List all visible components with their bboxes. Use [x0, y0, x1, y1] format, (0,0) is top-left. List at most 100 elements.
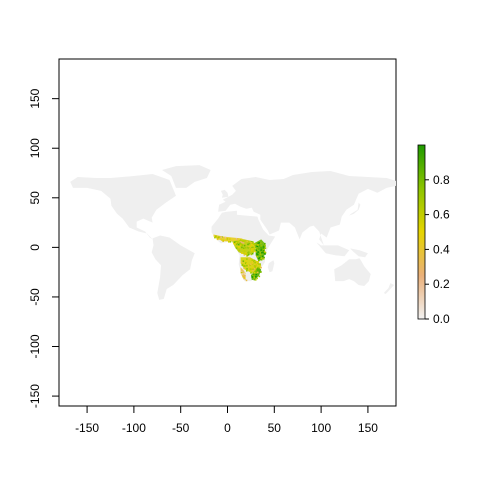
raster-cell	[257, 261, 260, 263]
raster-cell	[250, 253, 253, 256]
raster-cell	[255, 249, 258, 251]
raster-cell	[250, 241, 252, 244]
raster-cell	[255, 261, 258, 263]
raster-cell	[261, 248, 264, 251]
raster-cell	[246, 264, 248, 267]
x-tick-label: -50	[172, 421, 190, 435]
raster-cell	[260, 259, 263, 261]
raster-cell	[256, 245, 258, 247]
raster-cell	[254, 265, 257, 267]
africa-raster-layer	[213, 234, 267, 282]
x-tick-label: 0	[224, 421, 231, 435]
raster-cell	[254, 249, 256, 251]
raster-cell	[260, 257, 263, 260]
raster-cell	[254, 269, 257, 271]
raster-cell	[252, 247, 255, 250]
raster-cell	[248, 242, 251, 245]
raster-cell	[256, 277, 258, 280]
raster-cell	[257, 251, 259, 253]
raster-cell	[242, 249, 245, 252]
raster-cell	[245, 279, 248, 282]
raster-cell	[241, 273, 243, 275]
raster-cell	[260, 266, 262, 269]
raster-cell	[251, 268, 253, 270]
land-eurasia	[218, 171, 396, 246]
raster-cell	[235, 242, 237, 244]
y-tick-label: -100	[28, 334, 42, 358]
raster-cell	[254, 279, 257, 281]
raster-cell	[257, 244, 259, 246]
y-tick-label: -50	[28, 288, 42, 306]
raster-cell	[239, 239, 242, 241]
raster-cell	[234, 241, 236, 244]
x-tick-label: 100	[311, 421, 331, 435]
raster-cell	[252, 245, 255, 247]
raster-cell	[246, 268, 248, 270]
raster-cell	[260, 246, 262, 249]
land-japan	[349, 202, 361, 216]
land-north-america	[70, 174, 176, 240]
raster-cell	[243, 267, 245, 270]
raster-cell	[240, 240, 242, 243]
raster-cell	[249, 263, 252, 265]
raster-cell	[260, 248, 263, 250]
raster-cell	[256, 271, 259, 274]
world-land	[70, 165, 396, 300]
raster-cell	[252, 246, 254, 249]
raster-cell	[253, 243, 255, 245]
raster-cell	[258, 259, 260, 262]
raster-cell	[235, 247, 238, 249]
raster-cell	[251, 260, 254, 263]
raster-cell	[242, 260, 245, 262]
raster-cell	[250, 272, 252, 274]
raster-cell	[253, 271, 256, 274]
raster-cell	[245, 260, 247, 262]
raster-cell	[250, 248, 253, 250]
colorbar-gradient	[418, 145, 425, 319]
raster-cell	[226, 238, 229, 240]
y-tick-label: -150	[28, 384, 42, 408]
raster-cell	[262, 249, 265, 252]
raster-cell	[241, 252, 243, 254]
raster-cell	[235, 241, 238, 243]
raster-cell	[216, 236, 218, 239]
raster-cell	[263, 252, 265, 255]
raster-cell	[246, 240, 248, 243]
raster-cell	[253, 276, 256, 279]
raster-cell	[252, 268, 254, 270]
raster-cell	[256, 254, 259, 256]
colorbar-frame	[417, 144, 426, 320]
raster-cell	[249, 269, 251, 271]
land-new-guinea	[350, 248, 368, 258]
raster-cell	[244, 274, 246, 277]
raster-cell	[238, 249, 240, 252]
raster-cell	[220, 239, 223, 241]
raster-cell	[237, 243, 240, 246]
colorbar-tick-label: 0.6	[433, 208, 450, 222]
raster-cell	[241, 241, 243, 244]
y-axis: -150 -100 -50 0 50 100 150	[28, 88, 60, 408]
raster-cell	[255, 275, 257, 278]
raster-cell	[248, 257, 250, 260]
raster-cell	[242, 247, 245, 249]
raster-cell	[259, 254, 262, 257]
raster-cell	[214, 236, 216, 239]
raster-cell	[255, 273, 258, 276]
raster-cell	[253, 259, 256, 262]
raster-cell	[251, 262, 254, 265]
land-greenland	[162, 165, 211, 188]
raster-cell	[242, 265, 245, 267]
raster-cell	[247, 254, 249, 257]
raster-cell	[217, 236, 219, 239]
x-tick-label: -150	[75, 421, 99, 435]
raster-cell	[260, 245, 262, 247]
raster-cell	[257, 266, 260, 269]
raster-cell	[254, 250, 256, 253]
raster-cell	[261, 247, 264, 249]
land-south-america	[151, 235, 195, 300]
x-tick-label: 50	[268, 421, 282, 435]
raster-cell	[254, 266, 256, 268]
x-tick-label: -100	[122, 421, 146, 435]
raster-cell	[263, 250, 266, 253]
